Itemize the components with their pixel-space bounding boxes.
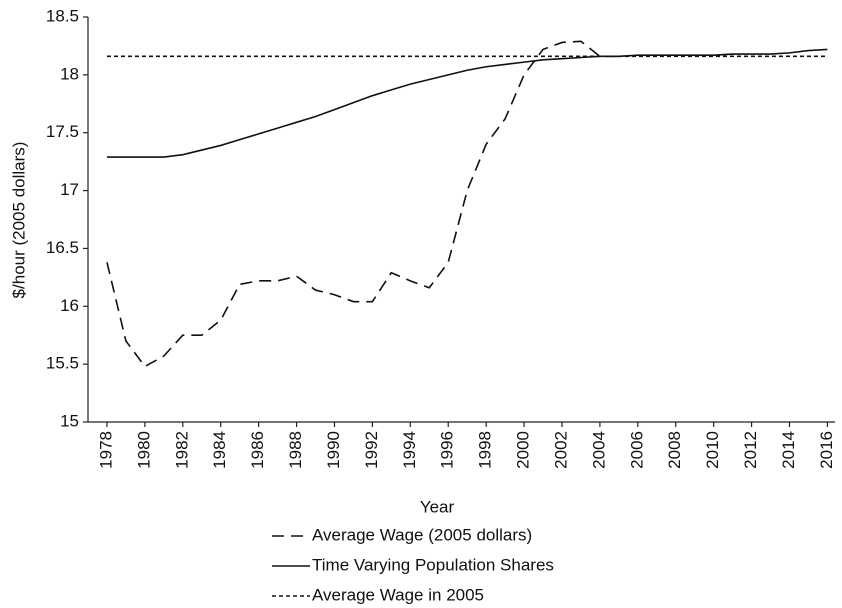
x-tick-label: 2002 [551,431,570,469]
x-tick-label: 2000 [514,431,533,469]
x-tick-label: 1978 [96,431,115,469]
y-tick-label: 15 [60,411,79,430]
y-tick-label: 18.5 [46,6,79,25]
x-tick-label: 1980 [134,431,153,469]
x-tick-label: 2004 [589,431,608,469]
legend-label: Time Varying Population Shares [312,555,554,574]
x-tick-label: 2016 [817,431,836,469]
x-tick-label: 1986 [248,431,267,469]
x-axis-title: Year [420,497,455,516]
x-tick-label: 2006 [627,431,646,469]
x-tick-label: 1988 [286,431,305,469]
y-tick-label: 16 [60,296,79,315]
x-tick-label: 1982 [172,431,191,469]
series-line [106,40,619,368]
x-tick-label: 1996 [438,431,457,469]
series-line [106,48,828,158]
x-tick-label: 2012 [741,431,760,469]
x-tick-label: 2010 [703,431,722,469]
x-tick-label: 1990 [324,431,343,469]
x-tick-label: 1992 [362,431,381,469]
x-tick-label: 2008 [665,431,684,469]
y-tick-label: 17 [60,180,79,199]
y-tick-label: 16.5 [46,238,79,257]
y-tick-label: 15.5 [46,354,79,373]
y-tick-label: 18 [60,64,79,83]
y-axis-title: $/hour (2005 dollars) [9,142,28,299]
x-tick-label: 1984 [210,431,229,469]
legend-label: Average Wage in 2005 [312,585,484,604]
x-tick-label: 1998 [476,431,495,469]
y-tick-label: 17.5 [46,122,79,141]
legend-label: Average Wage (2005 dollars) [312,525,532,544]
x-tick-label: 2014 [779,431,798,469]
x-tick-label: 1994 [400,431,419,469]
